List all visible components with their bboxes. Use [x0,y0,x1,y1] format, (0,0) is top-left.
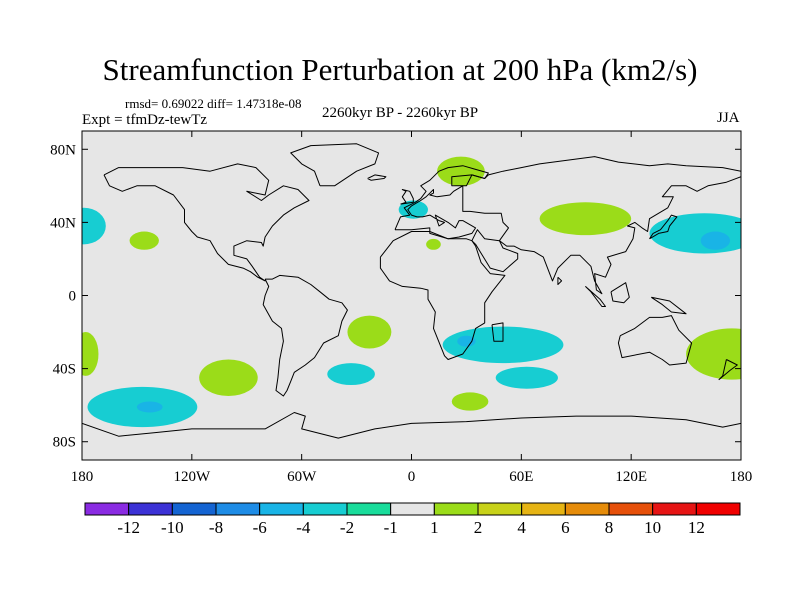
chart-title: Streamfunction Perturbation at 200 hPa (… [102,52,698,87]
coastline-10 [585,286,606,307]
coastline-8 [462,156,741,295]
x-tick-label: 120E [615,469,647,485]
colorbar-box [477,502,523,516]
colorbar-box [652,502,697,516]
colorbar-box [215,502,261,516]
coastline-3 [367,174,387,181]
coastline-4 [394,165,489,240]
x-tick-label: 60W [287,469,317,485]
colorbar-box [346,502,392,516]
coastline-2 [290,143,380,187]
anomaly-16 [495,366,558,389]
anomaly-layer [82,156,741,428]
colorbar-box [84,502,130,516]
experiment-label: Expt = tfmDz-tewTz [82,112,208,128]
anomaly-9 [82,332,99,376]
colorbar-label: 2 [474,518,483,537]
y-tick-label: 40S [53,362,76,378]
colorbar-label: 12 [688,518,705,537]
colorbar-label: 10 [644,518,661,537]
anomaly-18 [451,392,489,411]
anomaly-0 [82,207,106,245]
colorbar-label: -8 [209,518,223,537]
x-tick-label: 180 [730,469,753,485]
anomaly-15 [442,326,564,364]
colorbar: -12 -10 -8 -6 -4 -2 -1 1 2 4 6 8 10 12 [84,502,741,537]
anomaly-1 [129,231,159,250]
stats-label: rmsd= 0.69022 diff= 1.47318e-08 [125,96,302,111]
y-tick-label: 80S [53,435,76,451]
colorbar-label: -12 [117,518,140,537]
colorbar-box [695,502,741,516]
season-label: JJA [717,110,740,126]
coastline-0 [103,163,310,282]
colorbar-box [128,502,173,516]
colorbar-box [564,502,610,516]
y-tick-label: 40N [50,215,76,231]
x-tick-label: 120W [173,469,211,485]
coastline-13 [649,214,678,240]
coastline-15 [718,359,738,381]
colorbar-label: -4 [296,518,311,537]
x-tick-label: 180 [71,469,94,485]
colorbar-box [433,502,479,516]
anomaly-6 [649,213,741,254]
colorbar-box [521,502,566,516]
axis-ticks: 180 120W 60W 0 60E 120E 180 80N 40N 0 40S 80S [50,131,752,485]
anomaly-13 [347,315,392,349]
anomaly-17 [457,335,476,347]
anomaly-2 [437,156,485,186]
y-tick-label: 80N [50,142,76,158]
coastline-12 [651,296,687,315]
x-tick-label: 60E [509,469,533,485]
period-label: 2260kyr BP - 2260kyr BP [322,105,479,121]
colorbar-box [302,502,348,516]
coastline-6 [491,322,504,342]
colorbar-label: 4 [517,518,526,537]
anomaly-7 [700,231,731,250]
colorbar-label: -2 [340,518,354,537]
coastline-14 [557,276,563,285]
colorbar-box [608,502,654,516]
colorbar-box [390,502,435,516]
coastline-1 [262,274,348,397]
colorbar-label: -10 [161,518,184,537]
colorbar-label: -1 [384,518,398,537]
x-tick-label: 0 [408,469,416,485]
colorbar-label: 1 [430,518,439,537]
coastline-16 [400,189,414,205]
coastlines [82,143,741,439]
colorbar-label: 6 [561,518,570,537]
coastline-7 [471,229,519,273]
colorbar-box [259,502,304,516]
coastline-9 [617,315,693,366]
coastline-5 [379,231,506,360]
anomaly-10 [199,359,258,397]
colorbar-label: 8 [605,518,614,537]
anomaly-3 [398,200,428,219]
anomaly-8 [686,328,741,380]
anomaly-4 [426,238,441,250]
y-tick-label: 0 [69,289,77,305]
colorbar-box [171,502,217,516]
anomaly-12 [136,401,163,413]
coastline-17 [82,412,741,439]
anomaly-14 [327,363,375,386]
anomaly-5 [539,202,632,236]
coastline-11 [610,282,630,304]
colorbar-label: -6 [253,518,267,537]
